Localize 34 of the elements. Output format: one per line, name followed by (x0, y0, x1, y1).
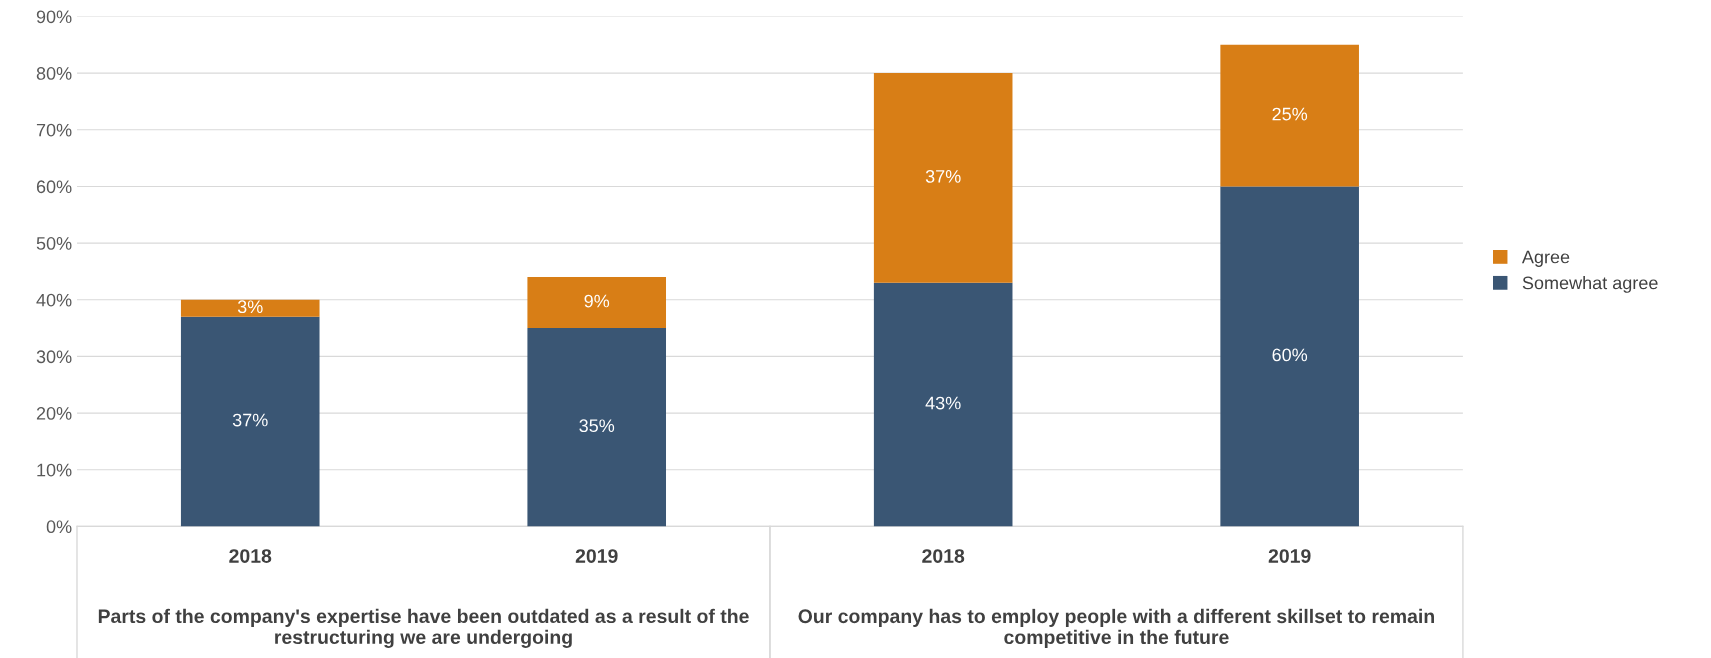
y-tick-label: 0% (46, 520, 72, 534)
text: 25% (1272, 107, 1308, 121)
bar (180, 299, 320, 317)
bar (873, 282, 1013, 527)
text: 9% (584, 294, 610, 308)
y-tick-label: 70% (36, 123, 72, 137)
y-tick-label: 40% (36, 293, 72, 307)
y-tick-label: 30% (36, 350, 72, 364)
bar (873, 73, 1013, 283)
x-tick-label: 2018 (229, 549, 272, 563)
bar (1220, 44, 1359, 187)
legend-label: Somewhat agree (1522, 276, 1658, 293)
bar (180, 316, 320, 527)
text: Parts of the company's expertise have been outdated as a result of the restructuring we are undergoing (98, 608, 749, 648)
text: 60% (1272, 348, 1308, 362)
text: Our company has to employ people with a different skillset to remain competitive in the future (798, 608, 1434, 648)
x-tick-label: 2019 (1268, 549, 1311, 563)
y-tick-label: 80% (36, 67, 72, 80)
text: 37% (925, 170, 961, 183)
y-tick-label: 60% (36, 180, 72, 194)
legend-label: Agree (1521, 250, 1570, 267)
text: 35% (579, 419, 615, 433)
y-tick-label: 20% (36, 407, 72, 420)
y-tick-label: 50% (36, 237, 72, 250)
text: 43% (925, 396, 961, 410)
text: 37% (232, 413, 268, 427)
x-tick-label: 2019 (575, 549, 618, 563)
y-tick-label: 10% (37, 463, 72, 477)
bar (527, 277, 667, 329)
bar (1220, 186, 1359, 527)
x-tick-label: 2018 (922, 549, 965, 563)
text: 3% (237, 300, 263, 314)
bar (527, 328, 667, 527)
y-tick-label: 90% (36, 10, 72, 24)
